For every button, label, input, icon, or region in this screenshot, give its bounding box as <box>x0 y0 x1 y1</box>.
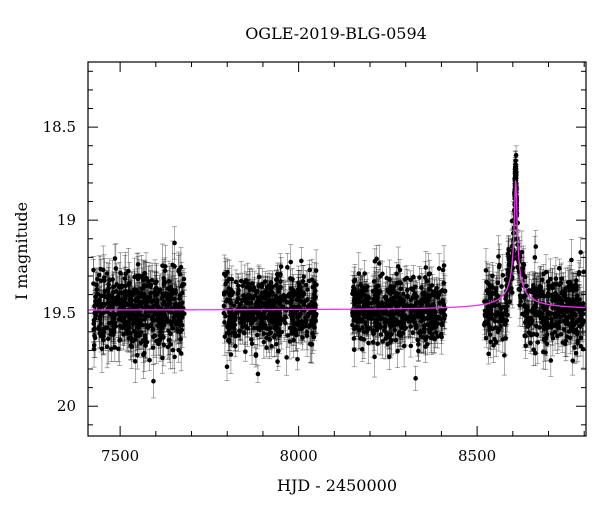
chart-title: OGLE-2019-BLG-0594 <box>245 24 427 43</box>
